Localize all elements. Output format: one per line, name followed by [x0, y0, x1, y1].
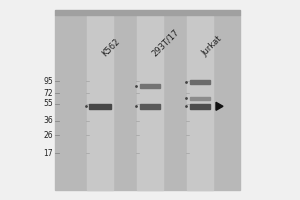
Bar	[140, 84, 160, 88]
Bar	[140, 104, 160, 109]
Bar	[190, 97, 210, 100]
Text: 17: 17	[44, 149, 53, 158]
Text: 72: 72	[44, 89, 53, 98]
Text: Jurkat: Jurkat	[200, 34, 224, 58]
Bar	[187, 15, 213, 190]
Text: 26: 26	[44, 131, 53, 140]
Bar	[89, 104, 111, 109]
Bar	[137, 15, 163, 190]
Bar	[190, 80, 210, 84]
Text: 36: 36	[43, 116, 53, 125]
Bar	[87, 15, 113, 190]
Bar	[55, 15, 240, 190]
Bar	[55, 10, 240, 15]
Text: 293T/17: 293T/17	[150, 27, 181, 58]
Bar	[190, 104, 210, 109]
Text: K562: K562	[100, 37, 122, 58]
Text: 95: 95	[43, 77, 53, 86]
Text: 55: 55	[43, 99, 53, 108]
Polygon shape	[216, 102, 223, 110]
